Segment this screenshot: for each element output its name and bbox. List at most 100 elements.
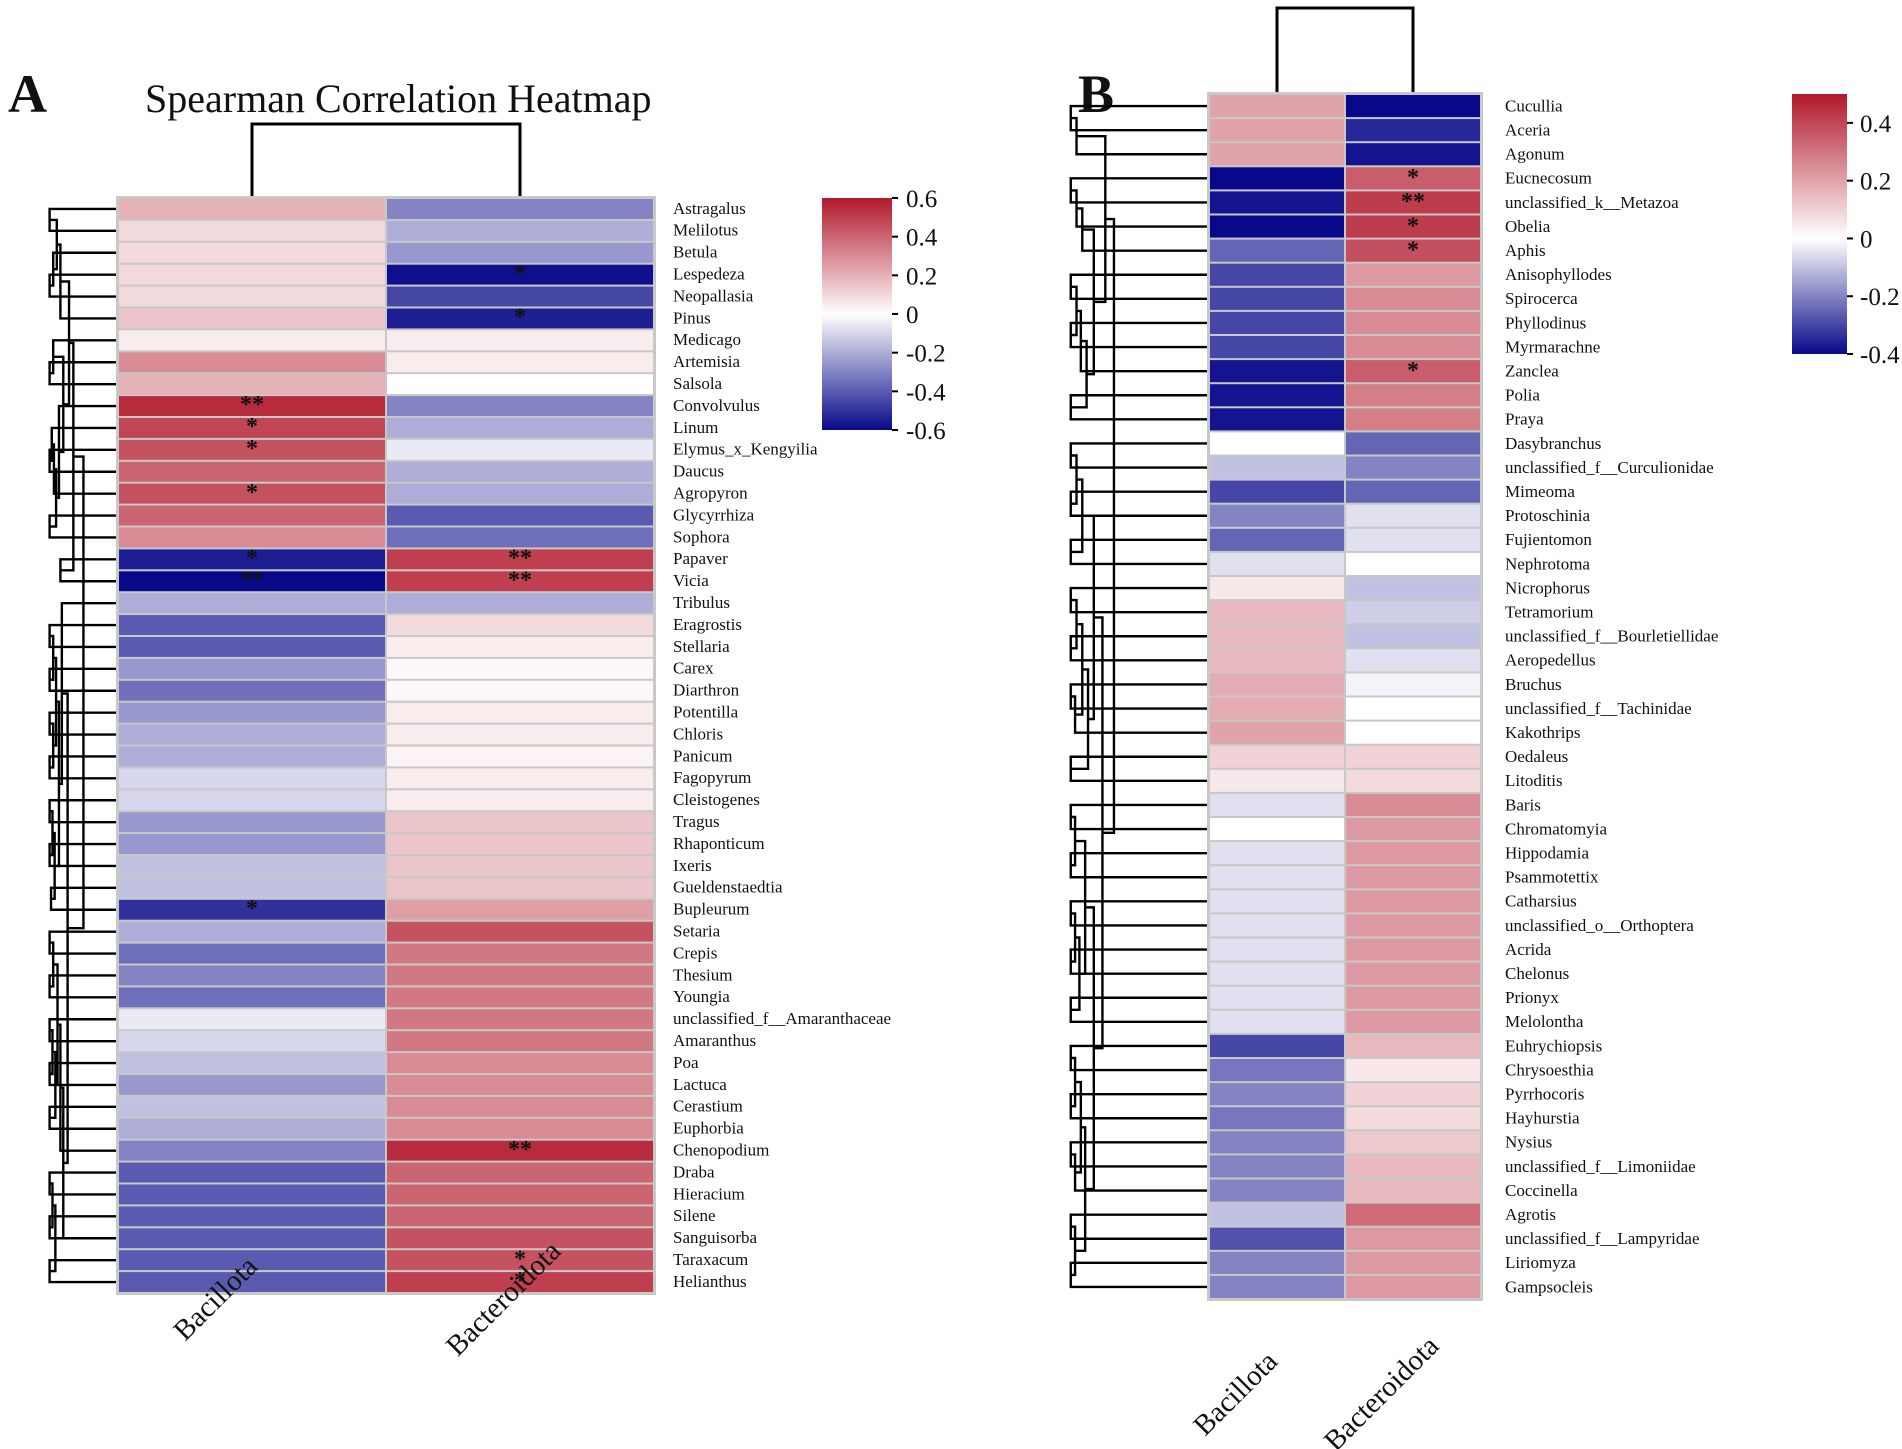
heatmap-cell (1346, 1131, 1480, 1154)
row-label: Stellaria (673, 637, 730, 656)
heatmap-cell (119, 1053, 385, 1073)
heatmap-cell (1210, 143, 1344, 166)
heatmap-cell (1210, 1034, 1344, 1057)
heatmap-cell (1346, 1010, 1480, 1033)
colorbar-gradient (822, 198, 892, 430)
row-label: Zanclea (1505, 361, 1559, 380)
heatmap-cell (1346, 1083, 1480, 1106)
heatmap-cell (119, 1272, 385, 1292)
heatmap-cell (387, 768, 653, 789)
heatmap-cell (1210, 1275, 1344, 1298)
heatmap-cell (119, 637, 385, 657)
significance-mark: * (246, 480, 258, 506)
row-label: Hayhurstia (1505, 1109, 1580, 1128)
heatmap-cell (1346, 528, 1480, 551)
heatmap-cell (1346, 215, 1480, 238)
heatmap-cell (1210, 336, 1344, 359)
heatmap-cell (387, 658, 653, 679)
heatmap-cell (1210, 552, 1344, 575)
row-label: Salsola (673, 374, 723, 393)
row-label: Agrotis (1505, 1205, 1556, 1224)
heatmap-cell (1346, 480, 1480, 503)
row-label: Melilotus (673, 221, 738, 240)
heatmap-cell (119, 1075, 385, 1095)
row-label: Cucullia (1505, 96, 1563, 115)
heatmap-cell (1210, 360, 1344, 383)
heatmap-cell (119, 286, 385, 307)
row-label: Euphorbia (673, 1119, 744, 1138)
heatmap-cell (119, 1140, 385, 1161)
row-label: Sophora (673, 527, 730, 546)
heatmap-cell (387, 724, 653, 745)
panel-b-colorbar: 0.4 0.2 0 -0.2 -0.4 (1792, 94, 1900, 369)
colorbar-tick-label: 0 (906, 302, 919, 329)
row-label: Chenopodium (673, 1140, 769, 1159)
heatmap-cell (119, 1162, 385, 1183)
significance-mark: * (246, 414, 258, 440)
heatmap-cell (1346, 336, 1480, 359)
row-dendrogram-link (67, 455, 85, 930)
heatmap-cell (119, 374, 385, 395)
row-label: Melolontha (1505, 1012, 1584, 1031)
heatmap-cell (1210, 697, 1344, 720)
heatmap-cell (119, 1250, 385, 1271)
heatmap-cell (1346, 143, 1480, 166)
heatmap-cell (119, 680, 385, 701)
heatmap-cell (1346, 1227, 1480, 1250)
row-dendrogram-link (1069, 996, 1209, 1024)
heatmap-cell (1210, 986, 1344, 1009)
row-label: Artemisia (673, 352, 740, 371)
heatmap-cell (1346, 167, 1480, 190)
heatmap-cell (1346, 890, 1480, 913)
heatmap-cell (387, 1250, 653, 1271)
heatmap-cell (1210, 842, 1344, 865)
row-label: Youngia (673, 987, 730, 1006)
heatmap-cell (1210, 528, 1344, 551)
heatmap-cell (1346, 552, 1480, 575)
heatmap-cell (387, 220, 653, 241)
heatmap-cell (387, 199, 653, 219)
heatmap-cell (1210, 1251, 1344, 1274)
colorbar-tick-label: 0.6 (906, 186, 937, 213)
row-dendrogram-link (1069, 803, 1209, 831)
heatmap-cell (1346, 697, 1480, 720)
heatmap-cell (1346, 1251, 1480, 1274)
heatmap-cell (387, 1009, 653, 1030)
heatmap-cell (1346, 649, 1480, 672)
row-dendrogram-link (1093, 616, 1104, 1050)
row-dendrogram-link (1070, 695, 1209, 734)
row-label: Myrmarachne (1505, 337, 1600, 356)
significance-mark: * (246, 436, 258, 462)
heatmap-cell (1346, 456, 1480, 479)
panel-a-row-labels: Astragalus Melilotus Betula Lespedeza Neopal… (673, 199, 891, 1291)
heatmap-cell (119, 549, 385, 570)
row-label: Setaria (673, 921, 721, 940)
heatmap-cell (387, 352, 653, 373)
row-label: Elymus_x_Kengyilia (673, 440, 818, 459)
row-label: Chrysoesthia (1505, 1060, 1594, 1079)
row-label: Gueldenstaedtia (673, 878, 783, 897)
heatmap-cell (119, 461, 385, 482)
heatmap-cell (387, 1272, 653, 1292)
heatmap-cell (1210, 384, 1344, 407)
row-dendrogram-link (48, 974, 118, 999)
row-dendrogram-link (1069, 900, 1209, 927)
colorbar-tick-label: 0.4 (906, 225, 938, 252)
row-label: Chloris (673, 724, 723, 743)
row-label: Obelia (1505, 217, 1551, 236)
significance-mark: ** (508, 545, 532, 571)
heatmap-cell (387, 680, 653, 701)
row-label: Amaranthus (673, 1031, 756, 1050)
row-label: Bruchus (1505, 675, 1562, 694)
row-label: Hippodamia (1505, 843, 1589, 862)
heatmap-cell (387, 483, 653, 504)
row-label: Pinus (673, 308, 711, 327)
heatmap-cell (1346, 1155, 1480, 1178)
row-label: Carex (673, 659, 714, 678)
heatmap-cell (1210, 191, 1344, 214)
heatmap-cell (1346, 673, 1480, 696)
row-dendrogram-link (48, 1215, 118, 1240)
heatmap-cell (119, 308, 385, 329)
heatmap-cell (1346, 721, 1480, 744)
row-dendrogram-link (56, 404, 118, 499)
